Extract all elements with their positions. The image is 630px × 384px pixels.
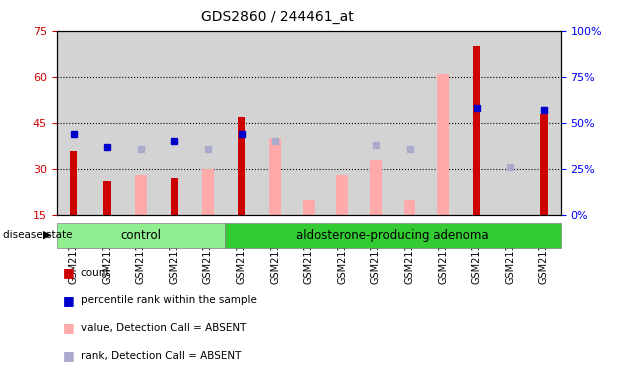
Text: control: control	[120, 229, 161, 242]
Text: ▶: ▶	[43, 230, 52, 240]
Bar	[269, 138, 281, 215]
Bar	[171, 178, 178, 215]
Bar	[336, 175, 348, 215]
Bar	[404, 200, 415, 215]
Text: count: count	[81, 268, 110, 278]
Bar	[370, 160, 382, 215]
Bar	[505, 215, 516, 218]
Text: rank, Detection Call = ABSENT: rank, Detection Call = ABSENT	[81, 351, 241, 361]
Text: disease state: disease state	[3, 230, 72, 240]
Bar	[437, 74, 449, 215]
Bar	[202, 169, 214, 215]
Text: percentile rank within the sample: percentile rank within the sample	[81, 295, 256, 305]
Text: aldosterone-producing adenoma: aldosterone-producing adenoma	[296, 229, 489, 242]
Bar	[473, 46, 481, 215]
Bar	[303, 200, 314, 215]
Bar	[135, 175, 147, 215]
Text: value, Detection Call = ABSENT: value, Detection Call = ABSENT	[81, 323, 246, 333]
Bar	[103, 181, 111, 215]
Text: ■: ■	[63, 321, 75, 334]
Text: ■: ■	[63, 349, 75, 362]
Text: GDS2860 / 244461_at: GDS2860 / 244461_at	[201, 10, 353, 23]
Text: ■: ■	[63, 266, 75, 279]
Text: ■: ■	[63, 294, 75, 307]
Bar	[70, 151, 77, 215]
Bar	[238, 117, 245, 215]
Bar	[540, 114, 547, 215]
Bar	[225, 223, 561, 248]
Bar	[57, 223, 225, 248]
